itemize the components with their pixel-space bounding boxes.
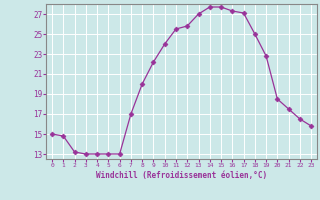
X-axis label: Windchill (Refroidissement éolien,°C): Windchill (Refroidissement éolien,°C) [96,171,267,180]
